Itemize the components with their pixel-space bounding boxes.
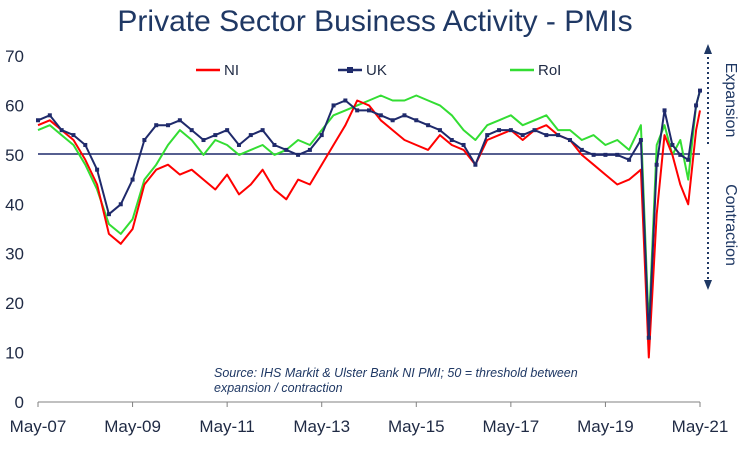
series-line-roi: [37, 90, 701, 329]
uk-marker: [497, 128, 502, 133]
y-tick-label: 10: [5, 344, 24, 363]
uk-marker: [686, 157, 691, 162]
uk-marker: [646, 335, 651, 340]
uk-marker: [473, 162, 478, 167]
uk-marker: [343, 98, 348, 103]
y-tick-label: 0: [15, 393, 24, 412]
contraction-label: Contraction: [722, 184, 739, 266]
uk-marker: [544, 133, 549, 138]
uk-marker: [166, 123, 171, 128]
uk-marker: [95, 167, 100, 172]
uk-marker: [670, 142, 675, 147]
uk-marker: [414, 118, 419, 123]
series-layer: [36, 88, 702, 359]
uk-marker: [47, 113, 52, 118]
uk-marker: [83, 142, 88, 147]
uk-marker: [378, 113, 383, 118]
series-line-uk: [37, 90, 701, 339]
legend-label-roi: RoI: [538, 62, 561, 79]
uk-marker: [638, 138, 643, 143]
x-tick-label: May-21: [672, 417, 729, 436]
uk-marker: [654, 162, 659, 167]
uk-marker: [154, 123, 159, 128]
legend: NI UK RoI: [196, 62, 561, 79]
uk-marker: [236, 142, 241, 147]
uk-marker: [579, 147, 584, 152]
uk-marker: [130, 177, 135, 182]
uk-marker: [615, 152, 620, 157]
uk-marker: [437, 128, 442, 133]
uk-marker: [678, 152, 683, 157]
uk-marker: [532, 128, 537, 133]
y-tick-label: 50: [5, 146, 24, 165]
uk-marker: [319, 133, 324, 138]
y-tick-label: 40: [5, 195, 24, 214]
uk-marker: [272, 142, 277, 147]
expansion-arrow: [704, 44, 712, 146]
y-tick-label: 70: [5, 47, 24, 66]
chart-title: Private Sector Business Activity - PMIs: [117, 5, 632, 38]
uk-marker: [213, 133, 218, 138]
y-axis: 0 10 20 30 40 50 60 70: [5, 47, 24, 412]
uk-marker: [367, 108, 371, 113]
uk-marker: [260, 128, 265, 133]
uk-marker: [627, 157, 632, 162]
x-axis: May-07 May-09 May-11 May-13 May-15 May-17 May-…: [10, 402, 729, 436]
x-tick-label: May-07: [10, 417, 67, 436]
uk-marker: [449, 138, 454, 143]
uk-marker: [461, 142, 466, 147]
legend-label-uk: UK: [366, 62, 387, 79]
x-tick-label: May-13: [293, 417, 350, 436]
x-tick-label: May-11: [199, 417, 254, 436]
uk-marker: [36, 118, 40, 123]
uk-marker: [402, 113, 407, 118]
uk-marker: [225, 128, 230, 133]
uk-marker: [59, 128, 64, 133]
uk-marker: [331, 103, 336, 108]
uk-marker: [142, 138, 147, 143]
uk-marker: [520, 133, 525, 138]
uk-marker: [567, 138, 572, 143]
uk-marker: [248, 133, 253, 138]
y-tick-label: 30: [5, 245, 24, 264]
uk-marker: [591, 152, 596, 157]
uk-marker: [296, 152, 301, 157]
uk-marker: [307, 147, 312, 152]
x-tick-label: May-15: [388, 417, 445, 436]
uk-marker: [485, 133, 490, 138]
uk-marker: [355, 108, 360, 113]
expansion-label: Expansion: [722, 63, 739, 138]
source-note-line2: expansion / contraction: [214, 381, 343, 395]
uk-marker: [189, 128, 194, 133]
uk-marker: [603, 152, 608, 157]
x-tick-label: May-09: [104, 417, 161, 436]
contraction-arrow: [704, 162, 712, 290]
uk-marker: [71, 133, 76, 138]
uk-marker: [284, 147, 289, 152]
uk-marker: [426, 123, 431, 128]
uk-marker: [662, 108, 667, 113]
series-line-ni: [37, 99, 701, 359]
uk-marker: [106, 212, 111, 217]
x-tick-label: May-19: [577, 417, 634, 436]
uk-marker: [508, 128, 513, 133]
uk-marker: [390, 118, 395, 123]
uk-marker: [177, 118, 182, 123]
source-note-line1: Source: IHS Markit & Ulster Bank NI PMI;…: [214, 366, 578, 380]
legend-marker-uk: [347, 67, 353, 73]
uk-marker: [698, 88, 702, 93]
uk-marker: [118, 202, 123, 207]
legend-label-ni: NI: [224, 62, 239, 79]
uk-marker: [201, 138, 206, 143]
y-tick-label: 20: [5, 294, 24, 313]
uk-marker: [556, 133, 561, 138]
x-tick-label: May-17: [483, 417, 540, 436]
uk-marker: [694, 103, 699, 108]
y-tick-label: 60: [5, 96, 24, 115]
